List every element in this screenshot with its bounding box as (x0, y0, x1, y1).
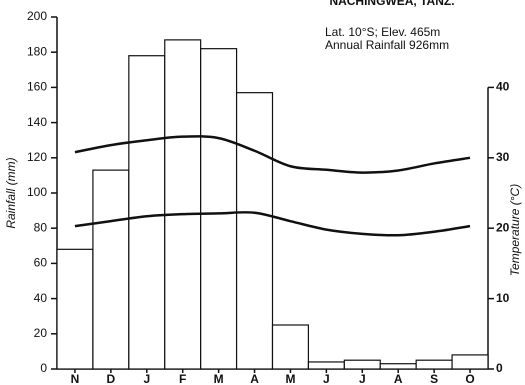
x-tick-label: A (250, 372, 259, 385)
y-axis-label: Rainfall (mm) (4, 157, 18, 228)
y-tick-label: 0 (40, 361, 47, 375)
y-tick-label: 40 (34, 291, 48, 305)
bar (128, 55, 166, 370)
y2-tick-label: 30 (496, 150, 510, 164)
bar (307, 361, 345, 370)
y2-tick-label: 10 (496, 291, 510, 305)
y-tick-label: 140 (27, 115, 47, 129)
y2-tick-label: 40 (496, 80, 510, 94)
bar (451, 354, 489, 370)
x-tick-label: S (430, 372, 438, 385)
bar (92, 169, 130, 370)
bar (343, 359, 381, 370)
temperature-line (74, 210, 471, 237)
chart-title: NACHINGWEA, TANZ. (329, 0, 454, 8)
x-tick-label: J (359, 372, 366, 385)
bar (379, 363, 417, 370)
bar (56, 248, 94, 370)
bar (271, 324, 310, 370)
bar (164, 39, 202, 370)
y-tick-label: 160 (27, 80, 47, 94)
y2-tick-label: 0 (496, 361, 503, 375)
y-tick-label: 180 (27, 44, 47, 58)
bar (415, 359, 453, 370)
x-tick-label: J (143, 372, 150, 385)
y2-axis-label: Temperature (°C) (508, 184, 522, 276)
y-tick-label: 120 (27, 150, 47, 164)
y-tick-label: 20 (34, 326, 48, 340)
bar (235, 92, 274, 370)
x-tick-label: D (107, 372, 116, 385)
x-tick-label: M (214, 372, 224, 385)
y-tick-label: 200 (27, 9, 47, 23)
annotation: Lat. 10°S; Elev. 465m (325, 25, 440, 39)
y-tick-label: 80 (34, 220, 48, 234)
x-tick-label: N (71, 372, 80, 385)
x-tick-label: J (323, 372, 330, 385)
y-tick-label: 60 (34, 256, 48, 270)
annotation: Annual Rainfall 926mm (325, 38, 449, 52)
x-tick-label: O (465, 372, 474, 385)
temperature-line (74, 135, 471, 174)
y-tick-label: 100 (27, 185, 47, 199)
bar (200, 48, 238, 370)
y2-tick-label: 20 (496, 220, 510, 234)
x-tick-label: F (179, 372, 186, 385)
x-tick-label: M (285, 372, 295, 385)
x-tick-label: A (394, 372, 403, 385)
